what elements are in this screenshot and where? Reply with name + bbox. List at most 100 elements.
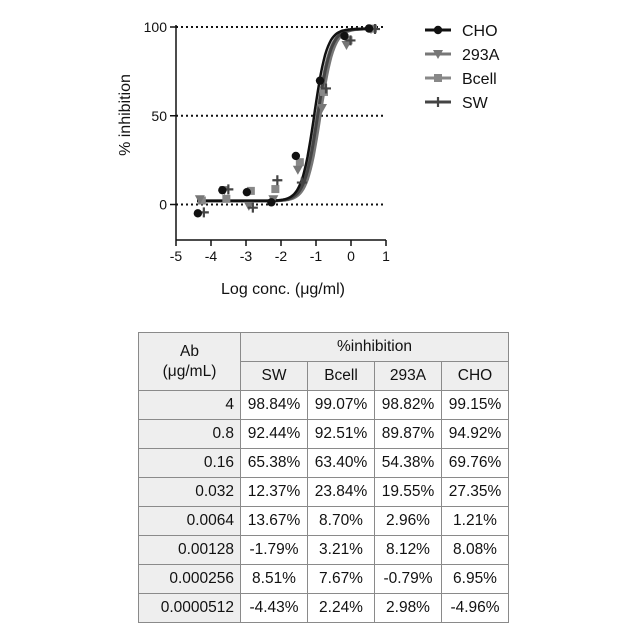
- table-header-row: Ab (μg/mL) %inhibition: [139, 333, 509, 362]
- table-row: 498.84%99.07%98.82%99.15%: [139, 391, 509, 420]
- data-point-cho: [218, 186, 226, 194]
- table-row: 0.0000512-4.43%2.24%2.98%-4.96%: [139, 594, 509, 623]
- row-header-ab: 0.00128: [139, 536, 241, 565]
- x-tick-label: 1: [382, 248, 390, 264]
- table-cell: 8.12%: [375, 536, 442, 565]
- data-point-cho: [316, 76, 324, 84]
- table-row: 0.03212.37%23.84%19.55%27.35%: [139, 478, 509, 507]
- table-cell: 92.51%: [308, 420, 375, 449]
- x-tick-label: 0: [347, 248, 355, 264]
- table-row: 0.0002568.51%7.67%-0.79%6.95%: [139, 565, 509, 594]
- inhibition-table: Ab (μg/mL) %inhibition SWBcell293ACHO 49…: [138, 332, 509, 623]
- table-cell: -4.96%: [442, 594, 509, 623]
- ab-header-label: Ab: [180, 343, 199, 360]
- data-point-cho: [267, 198, 275, 206]
- ab-header: Ab (μg/mL): [139, 333, 241, 391]
- row-header-ab: 0.8: [139, 420, 241, 449]
- x-axis-label: Log conc. (μg/ml): [221, 281, 345, 298]
- legend-entry-293a: 293A: [425, 47, 500, 64]
- legend-label: CHO: [462, 23, 498, 40]
- legend-entry-bcell: Bcell: [425, 71, 497, 88]
- row-header-ab: 0.0000512: [139, 594, 241, 623]
- data-point-sw: [272, 175, 282, 185]
- table-cell: 7.67%: [308, 565, 375, 594]
- table-cell: -4.43%: [241, 594, 308, 623]
- data-point-cho: [194, 209, 202, 217]
- table-cell: 89.87%: [375, 420, 442, 449]
- table-cell: 99.07%: [308, 391, 375, 420]
- table-cell: 69.76%: [442, 449, 509, 478]
- table-row: 0.1665.38%63.40%54.38%69.76%: [139, 449, 509, 478]
- legend-label: 293A: [462, 47, 500, 64]
- table-cell: 6.95%: [442, 565, 509, 594]
- column-header-cho: CHO: [442, 362, 509, 391]
- legend-marker: [434, 26, 442, 34]
- table-cell: 23.84%: [308, 478, 375, 507]
- data-point-bcell: [222, 195, 230, 203]
- legend: CHO 293A Bcell SW: [425, 23, 500, 112]
- legend-entry-cho: CHO: [425, 23, 498, 40]
- table-cell: 2.96%: [375, 507, 442, 536]
- column-header-293a: 293A: [375, 362, 442, 391]
- inhibition-group-header: %inhibition: [241, 333, 509, 362]
- table-cell: 98.84%: [241, 391, 308, 420]
- table-cell: 3.21%: [308, 536, 375, 565]
- table-cell: 19.55%: [375, 478, 442, 507]
- table-cell: 8.51%: [241, 565, 308, 594]
- gridlines: [176, 27, 386, 205]
- column-header-bcell: Bcell: [308, 362, 375, 391]
- y-tick-label: 100: [144, 19, 168, 35]
- data-point-bcell: [271, 185, 279, 193]
- table-cell: 13.67%: [241, 507, 308, 536]
- legend-label: Bcell: [462, 71, 497, 88]
- table-row: 0.892.44%92.51%89.87%94.92%: [139, 420, 509, 449]
- y-axis-label: % inhibition: [117, 74, 134, 156]
- table-cell: 54.38%: [375, 449, 442, 478]
- legend-marker: [433, 97, 443, 107]
- table-cell: 65.38%: [241, 449, 308, 478]
- legend-marker: [434, 74, 442, 82]
- table-cell: 8.08%: [442, 536, 509, 565]
- data-points: [194, 24, 380, 217]
- row-header-ab: 0.000256: [139, 565, 241, 594]
- dose-response-chart: -5 -4 -3 -2 -1 0 1 0 50 100 Log conc. (μg/ml) % i…: [0, 0, 640, 320]
- table-cell: 2.98%: [375, 594, 442, 623]
- x-tick-label: -4: [205, 248, 218, 264]
- table-cell: 98.82%: [375, 391, 442, 420]
- table-row: 0.006413.67%8.70%2.96%1.21%: [139, 507, 509, 536]
- tick-labels: -5 -4 -3 -2 -1 0 1 0 50 100: [144, 19, 390, 264]
- x-tick-label: -3: [240, 248, 253, 264]
- table-cell: 99.15%: [442, 391, 509, 420]
- table-cell: 63.40%: [308, 449, 375, 478]
- legend-entry-sw: SW: [425, 95, 489, 112]
- inhibition-table-container: Ab (μg/mL) %inhibition SWBcell293ACHO 49…: [138, 332, 509, 623]
- table-cell: 27.35%: [442, 478, 509, 507]
- x-tick-label: -5: [170, 248, 183, 264]
- data-point-cho: [365, 24, 373, 32]
- y-tick-label: 0: [159, 197, 167, 213]
- table-cell: 1.21%: [442, 507, 509, 536]
- data-point-293a: [293, 166, 303, 175]
- x-tick-label: -1: [310, 248, 323, 264]
- table-cell: 94.92%: [442, 420, 509, 449]
- table-row: 0.00128-1.79%3.21%8.12%8.08%: [139, 536, 509, 565]
- table-cell: 2.24%: [308, 594, 375, 623]
- row-header-ab: 4: [139, 391, 241, 420]
- row-header-ab: 0.16: [139, 449, 241, 478]
- data-point-cho: [340, 32, 348, 40]
- table-cell: 8.70%: [308, 507, 375, 536]
- legend-label: SW: [462, 95, 489, 112]
- data-point-cho: [292, 152, 300, 160]
- table-body: 498.84%99.07%98.82%99.15%0.892.44%92.51%…: [139, 391, 509, 623]
- table-cell: 12.37%: [241, 478, 308, 507]
- ab-header-unit: (μg/mL): [163, 363, 217, 380]
- y-tick-label: 50: [151, 108, 167, 124]
- x-tick-label: -2: [275, 248, 288, 264]
- table-cell: 92.44%: [241, 420, 308, 449]
- row-header-ab: 0.0064: [139, 507, 241, 536]
- column-header-sw: SW: [241, 362, 308, 391]
- data-point-cho: [243, 188, 251, 196]
- table-cell: -0.79%: [375, 565, 442, 594]
- table-cell: -1.79%: [241, 536, 308, 565]
- row-header-ab: 0.032: [139, 478, 241, 507]
